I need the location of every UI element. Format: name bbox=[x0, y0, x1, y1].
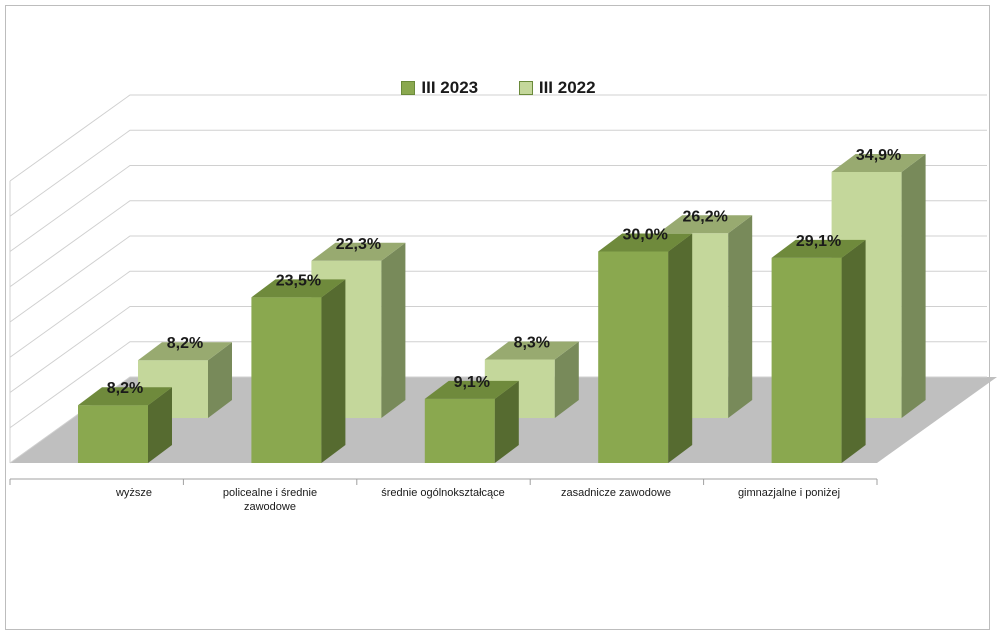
bar-1-1-top bbox=[78, 387, 172, 406]
gridline bbox=[9, 94, 987, 182]
bar-1-1-side bbox=[148, 387, 172, 463]
category-label-2-line-1: policealne i średnie bbox=[222, 487, 318, 499]
legend-swatch-series-2 bbox=[518, 81, 533, 95]
value-label-1-1: 8,2% bbox=[107, 380, 143, 397]
bar-1-5-front bbox=[771, 257, 842, 463]
gridline bbox=[9, 200, 987, 288]
value-label-2-4: 26,2% bbox=[683, 208, 728, 225]
bar-1-5-top bbox=[771, 239, 866, 258]
bar-1-4-front bbox=[598, 251, 669, 463]
bar-2-3-top bbox=[484, 341, 579, 360]
value-label-1-5: 29,1% bbox=[796, 233, 841, 250]
legend-label-series-2: III 2022 bbox=[538, 78, 596, 97]
bar-1-4-side bbox=[668, 233, 693, 463]
bar-1-3-side bbox=[494, 380, 519, 463]
category-label-2: policealne i średnie zawodowe bbox=[184, 486, 356, 514]
legend-item-series-1: III 2023 bbox=[401, 78, 478, 98]
bar-1-1-front bbox=[78, 405, 148, 463]
value-label-1-3: 9,1% bbox=[454, 374, 490, 391]
bar-1-2-side bbox=[321, 279, 346, 463]
value-label-1-4: 30,0% bbox=[623, 227, 668, 244]
value-label-2-3: 8,3% bbox=[514, 334, 550, 351]
bar-1-3-front bbox=[424, 398, 495, 463]
category-label-5-line-1: gimnazjalne i poniżej bbox=[737, 487, 841, 499]
bar-1-2-front bbox=[251, 297, 322, 463]
category-label-2-line-2: zawodowe bbox=[244, 501, 296, 513]
bar-2-1-side bbox=[208, 342, 232, 418]
category-label-4-line-1: zasadnicze zawodowe bbox=[560, 487, 672, 499]
bar-2-3-side bbox=[554, 341, 579, 418]
bar-2-5-side bbox=[901, 153, 926, 418]
bar-2-4-top bbox=[658, 215, 753, 234]
bar-2-2-side bbox=[381, 242, 406, 418]
category-label-4: zasadnicze zawodowe bbox=[530, 486, 702, 500]
legend: III 2023 III 2022 bbox=[0, 78, 997, 100]
value-label-2-2: 22,3% bbox=[336, 236, 381, 253]
category-label-5: gimnazjalne i poniżej bbox=[703, 486, 875, 500]
bar-2-2-top bbox=[311, 242, 406, 261]
legend-item-series-2: III 2022 bbox=[518, 78, 596, 98]
bar-1-5-side bbox=[841, 239, 866, 463]
bar-2-5-top bbox=[831, 153, 926, 172]
bar-1-4-top bbox=[598, 233, 693, 252]
gridline bbox=[9, 129, 987, 217]
value-label-2-5: 34,9% bbox=[856, 147, 901, 164]
legend-label-series-1: III 2023 bbox=[421, 78, 479, 97]
bar-2-4-side bbox=[728, 215, 753, 418]
bar-1-2-top bbox=[251, 279, 346, 298]
gridline bbox=[9, 165, 987, 252]
category-label-1: wyższe bbox=[48, 486, 220, 500]
category-label-1-line-1: wyższe bbox=[115, 487, 153, 499]
value-label-2-1: 8,2% bbox=[167, 335, 203, 352]
value-label-1-2: 23,5% bbox=[276, 272, 321, 289]
bar-1-3-top bbox=[424, 380, 519, 399]
legend-swatch-series-1 bbox=[401, 81, 416, 95]
category-label-3-line-1: średnie ogólnokształcące bbox=[381, 487, 505, 499]
category-label-3: średnie ogólnokształcące bbox=[357, 486, 529, 500]
bar-2-1-top bbox=[138, 342, 232, 361]
